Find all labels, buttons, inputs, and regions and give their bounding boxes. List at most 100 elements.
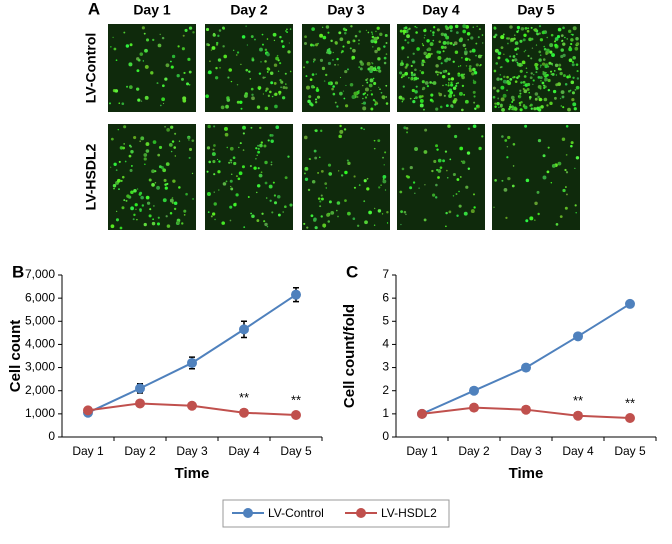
cell-dot: [494, 102, 497, 105]
cell-dot: [369, 78, 374, 83]
cell-dot: [366, 94, 369, 96]
cell-dot: [575, 156, 580, 160]
cell-dot: [322, 223, 327, 228]
cell-dot: [237, 177, 241, 181]
cell-dot: [265, 87, 269, 91]
cell-dot: [403, 210, 407, 214]
cell-dot: [441, 74, 446, 79]
cell-dot: [273, 201, 278, 205]
cell-dot: [385, 102, 389, 105]
cell-dot: [535, 66, 538, 69]
cell-dot: [495, 62, 499, 65]
cell-dot: [535, 71, 538, 74]
cell-dot: [270, 161, 273, 163]
cell-dot: [230, 173, 233, 175]
cell-dot: [158, 165, 162, 169]
cell-dot: [207, 211, 210, 213]
cell-dot: [271, 134, 274, 137]
cell-dot: [501, 66, 503, 68]
cell-dot: [547, 78, 551, 83]
cell-dot: [233, 161, 237, 166]
cell-dot: [264, 76, 266, 79]
cell-dot: [143, 157, 147, 161]
cell-dot: [264, 160, 268, 165]
cell-dot: [517, 75, 521, 78]
cell-dot: [436, 73, 439, 76]
cell-dot: [257, 150, 261, 154]
cell-dot: [358, 66, 361, 69]
cell-dot: [547, 88, 551, 92]
cell-dot: [251, 96, 255, 101]
cell-dot: [401, 97, 405, 101]
cell-dot: [437, 71, 440, 74]
cell-dot: [378, 186, 381, 189]
cell-dot: [576, 70, 579, 73]
cell-dot: [143, 32, 146, 35]
cell-dot: [241, 165, 245, 169]
cell-dot: [269, 71, 274, 75]
annotation: **: [239, 390, 249, 405]
cell-dot: [339, 76, 342, 79]
cell-dot: [307, 99, 311, 104]
cell-dot: [575, 42, 580, 46]
cell-dot: [286, 31, 288, 33]
cell-dot: [444, 60, 446, 62]
cell-dot: [472, 79, 475, 81]
cell-dot: [454, 134, 458, 139]
y-tick-label: 1,000: [25, 406, 55, 420]
cell-dot: [455, 82, 458, 85]
cell-dot: [260, 61, 262, 63]
cell-dot: [213, 173, 216, 176]
cell-dot: [284, 205, 287, 209]
cell-dot: [115, 218, 120, 222]
cell-dot: [143, 153, 148, 157]
cell-dot: [449, 158, 452, 161]
cell-dot: [229, 146, 234, 151]
cell-dot: [565, 193, 568, 196]
cell-dot: [445, 225, 447, 228]
cell-dot: [339, 37, 344, 42]
cell-dot: [575, 212, 577, 214]
cell-dot: [414, 68, 417, 72]
cell-dot: [502, 93, 507, 98]
cell-dot: [229, 179, 233, 183]
cell-dot: [323, 226, 326, 228]
cell-dot: [532, 83, 534, 86]
cell-dot: [559, 97, 562, 100]
cell-dot: [542, 30, 545, 33]
cell-dot: [228, 68, 232, 72]
cell-dot: [427, 52, 432, 57]
cell-dot: [571, 98, 575, 102]
cell-dot: [148, 178, 152, 182]
cell-dot: [370, 31, 373, 34]
cell-dot: [188, 26, 193, 30]
cell-dot: [505, 216, 508, 220]
cell-dot: [129, 169, 133, 173]
cell-dot: [559, 215, 563, 219]
cell-dot: [213, 191, 215, 193]
cell-dot: [469, 50, 472, 53]
cell-dot: [528, 91, 530, 94]
y-tick-label: 3: [382, 360, 389, 374]
cell-dot: [519, 108, 523, 112]
cell-dot: [183, 209, 187, 213]
cell-dot: [406, 131, 409, 134]
cell-dot: [240, 107, 243, 110]
cell-dot: [218, 189, 220, 191]
cell-dot: [157, 216, 160, 219]
cell-dot: [378, 86, 380, 88]
cell-dot: [325, 25, 330, 29]
cell-dot: [308, 158, 311, 160]
cell-dot: [245, 68, 249, 72]
cell-dot: [366, 81, 369, 84]
cell-dot: [529, 216, 534, 221]
cell-dot: [468, 58, 471, 61]
cell-dot: [382, 178, 385, 180]
marker: [135, 398, 145, 409]
cell-dot: [436, 148, 439, 151]
cell-dot: [279, 62, 282, 65]
cell-dot: [503, 75, 506, 79]
marker: [469, 402, 479, 413]
cell-dot: [321, 66, 326, 71]
cell-dot: [317, 171, 320, 174]
